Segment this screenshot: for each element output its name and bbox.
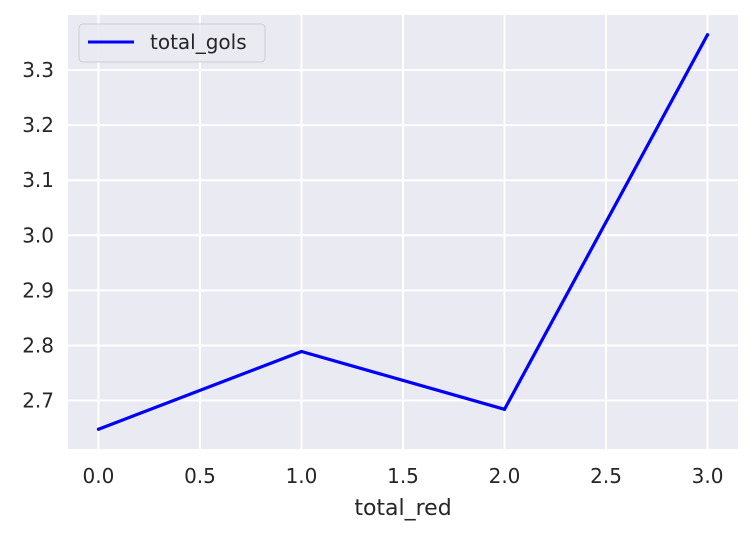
data-point [502,407,507,411]
x-tick-labels: 0.0 0.5 1.0 1.5 2.0 2.5 3.0 [83,464,724,488]
y-tick-label: 3.0 [22,223,54,247]
data-point [705,33,710,37]
y-tick-label: 3.3 [22,58,54,82]
y-gridlines [68,69,738,402]
x-tick-label: 3.0 [692,464,724,488]
data-point [299,349,304,354]
series-line-total_gols [96,33,710,431]
data-point [96,427,101,431]
x-tick-label: 0.5 [184,464,216,488]
x-gridlines [97,15,709,449]
x-tick-label: 1.0 [286,464,318,488]
y-tick-label: 2.7 [22,389,54,413]
x-tick-label: 2.0 [489,464,521,488]
x-axis-label: total_red [354,496,451,521]
series-layer [96,33,710,431]
x-tick-label: 0.0 [83,464,115,488]
x-tick-label: 2.5 [590,464,622,488]
legend-label: total_gols [150,30,247,54]
y-tick-labels: 2.7 2.8 2.9 3.0 3.1 3.2 3.3 [22,58,54,412]
y-tick-label: 3.1 [22,168,54,192]
x-tick-label: 1.5 [387,464,419,488]
y-tick-label: 2.8 [22,333,54,357]
y-tick-label: 2.9 [22,278,54,302]
y-tick-label: 3.2 [22,113,54,137]
legend: total_gols [78,23,266,63]
legend-box [78,23,266,63]
